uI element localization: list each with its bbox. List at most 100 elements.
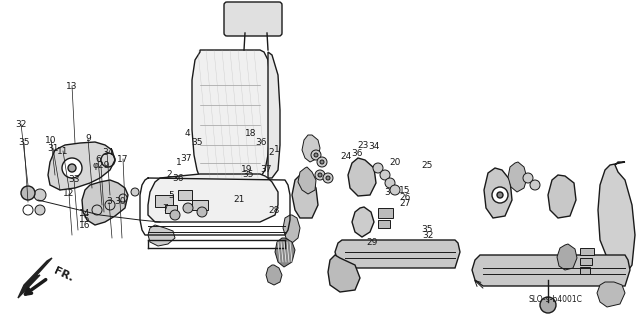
Circle shape (380, 170, 390, 180)
Circle shape (68, 164, 76, 172)
Polygon shape (266, 265, 282, 285)
Text: 37: 37 (180, 154, 191, 163)
Bar (378, 208, 393, 218)
Text: 9: 9 (86, 134, 91, 143)
Circle shape (317, 157, 327, 167)
Bar (580, 258, 592, 265)
Text: 4: 4 (184, 129, 189, 138)
Text: 19: 19 (241, 165, 252, 174)
Text: 13: 13 (66, 82, 77, 91)
Text: 10: 10 (45, 136, 57, 145)
Polygon shape (508, 162, 527, 192)
Text: FR.: FR. (52, 266, 75, 284)
Polygon shape (348, 158, 376, 196)
Text: 2: 2 (268, 148, 273, 157)
Circle shape (197, 207, 207, 217)
Polygon shape (484, 168, 512, 218)
Circle shape (35, 205, 45, 215)
Text: 15: 15 (79, 215, 91, 224)
Circle shape (183, 203, 193, 213)
Text: SLO-s-b4001C: SLO-s-b4001C (528, 295, 582, 305)
Circle shape (314, 153, 318, 157)
Circle shape (323, 173, 333, 183)
Polygon shape (335, 240, 460, 268)
Text: 6: 6 (95, 155, 100, 164)
Text: 31: 31 (47, 144, 59, 153)
Circle shape (318, 173, 322, 177)
Circle shape (540, 297, 556, 313)
Text: 26: 26 (399, 193, 411, 202)
Bar (580, 267, 590, 274)
Text: 35: 35 (243, 170, 254, 179)
Circle shape (34, 189, 46, 201)
Polygon shape (268, 52, 280, 178)
Text: 20: 20 (390, 158, 401, 167)
Polygon shape (275, 238, 295, 267)
Text: 14: 14 (79, 209, 91, 218)
Circle shape (21, 186, 35, 200)
Text: 32: 32 (422, 231, 433, 240)
Text: 3: 3 (106, 197, 111, 206)
Text: 5: 5 (169, 191, 174, 200)
Circle shape (523, 173, 533, 183)
Text: 30: 30 (114, 197, 125, 206)
Text: 12: 12 (63, 189, 75, 198)
Bar (192, 200, 208, 210)
Bar (155, 195, 173, 207)
Polygon shape (298, 167, 316, 194)
Circle shape (492, 187, 508, 203)
Polygon shape (352, 207, 374, 237)
Circle shape (311, 150, 321, 160)
Circle shape (62, 158, 82, 178)
Circle shape (373, 163, 383, 173)
Text: 18: 18 (245, 129, 257, 138)
Circle shape (385, 178, 395, 188)
Bar (580, 248, 594, 255)
Text: 35: 35 (19, 138, 30, 147)
Circle shape (119, 194, 127, 202)
Text: 34: 34 (369, 142, 380, 151)
Polygon shape (548, 175, 576, 218)
Circle shape (530, 180, 540, 190)
Text: 35: 35 (191, 138, 203, 147)
Bar (178, 190, 192, 200)
Text: 34: 34 (102, 148, 113, 157)
Text: φ29: φ29 (92, 161, 110, 170)
Bar (378, 220, 390, 228)
Bar (165, 205, 177, 213)
Circle shape (497, 192, 503, 198)
Text: 35: 35 (422, 225, 433, 234)
Text: 36: 36 (255, 138, 267, 147)
Polygon shape (48, 142, 115, 190)
Polygon shape (328, 255, 360, 292)
Circle shape (105, 200, 115, 210)
Circle shape (320, 160, 324, 164)
Polygon shape (18, 258, 52, 298)
Polygon shape (82, 180, 128, 225)
Text: 32: 32 (15, 120, 27, 129)
Polygon shape (192, 50, 270, 178)
Text: 1: 1 (177, 158, 182, 167)
Text: 25: 25 (421, 161, 433, 170)
Text: 37: 37 (260, 165, 271, 174)
Polygon shape (598, 162, 635, 275)
Polygon shape (283, 215, 300, 243)
Polygon shape (148, 225, 175, 246)
Text: 28: 28 (268, 206, 280, 215)
Polygon shape (302, 135, 320, 162)
Text: 27: 27 (399, 199, 411, 208)
Text: 2: 2 (167, 170, 172, 179)
Polygon shape (472, 255, 630, 286)
Text: 3: 3 (385, 189, 390, 197)
Polygon shape (557, 244, 577, 270)
Text: 11: 11 (57, 147, 68, 156)
Text: 17: 17 (117, 155, 129, 164)
Text: 36: 36 (172, 174, 184, 182)
Text: 33: 33 (68, 175, 80, 184)
Text: 23: 23 (358, 141, 369, 150)
Circle shape (131, 188, 139, 196)
Text: 1: 1 (275, 145, 280, 154)
Text: 16: 16 (79, 221, 91, 230)
Circle shape (390, 185, 400, 195)
Text: 29: 29 (367, 238, 378, 247)
